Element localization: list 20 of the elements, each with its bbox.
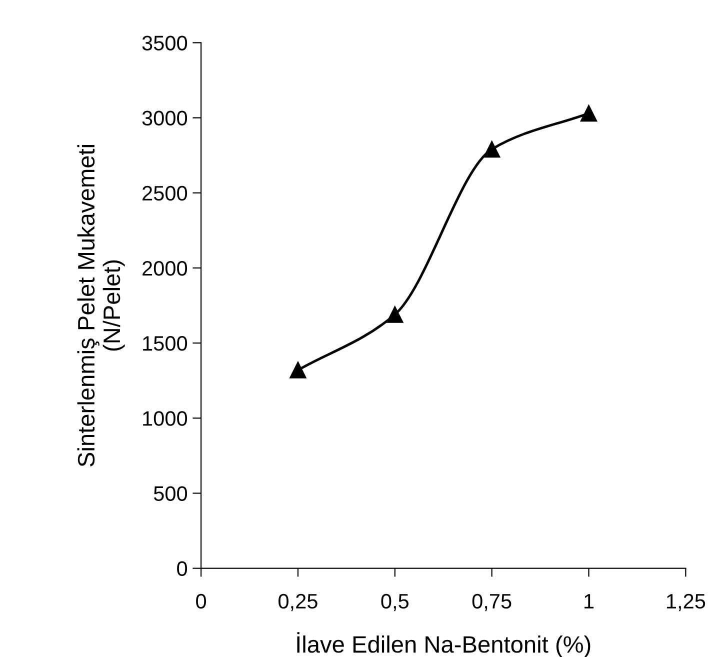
y-tick-label: 3000 [142,110,188,126]
y-tick-label: 2500 [142,186,188,201]
point [386,306,404,323]
y-tick-label: 3500 [142,36,188,50]
point [290,362,306,378]
x-tick-label: 0,25 [278,594,318,612]
y-tick-label: 1000 [143,411,188,426]
x-tick-label: 0,75 [472,594,512,612]
x-tick-label: 1,25 [667,594,706,612]
x-axis-title: İlave Edilen Na-Bentonit (%) [297,632,590,657]
point [580,104,598,122]
y-tick-label: 1500 [143,336,188,351]
y-axis-title: Sinterlenmiş Pelet Mukavemeti (N/Pelet) [77,145,125,466]
x-tick-label: 0,5 [381,594,409,612]
x-tick-label: 0 [196,594,206,609]
x-tick-label: 1 [584,594,594,608]
y-tick-label: 500 [154,486,188,501]
y-tick-label: 0 [177,561,188,576]
y-tick-label: 2000 [142,260,188,276]
point [483,140,500,158]
